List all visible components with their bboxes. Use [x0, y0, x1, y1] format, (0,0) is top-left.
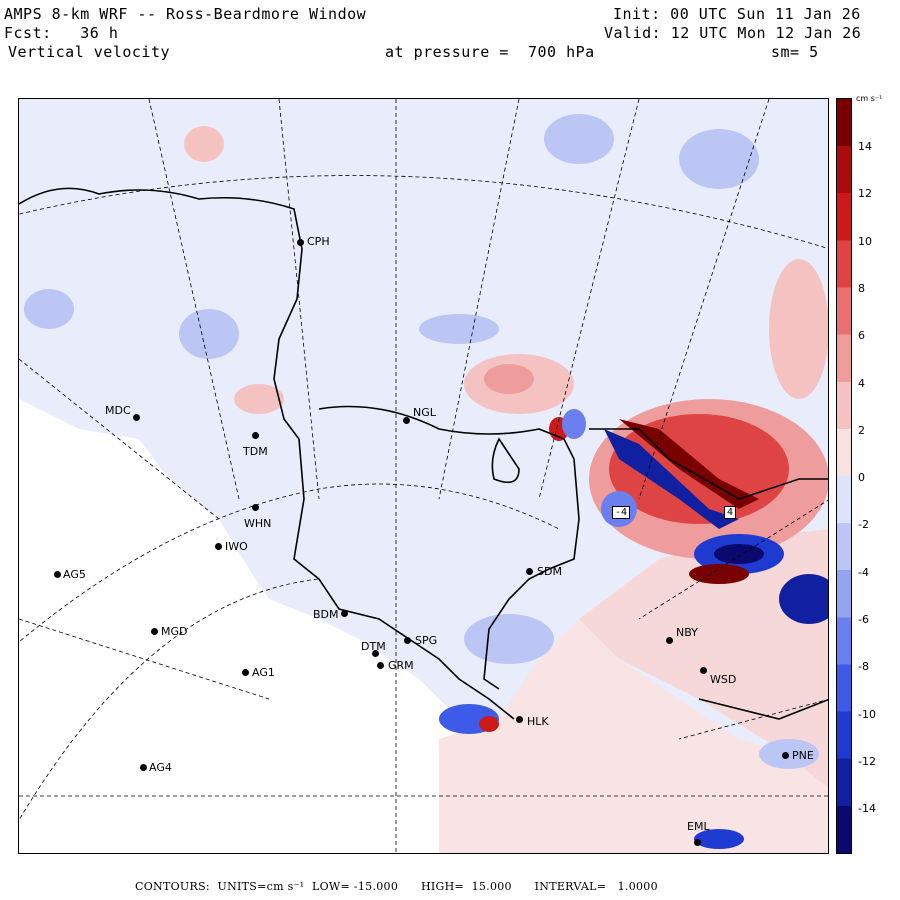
ascent-blob: [769, 259, 828, 399]
station-sdm-label: SDM: [537, 565, 562, 578]
station-mgd-label: MGD: [161, 625, 188, 638]
station-dtm-label: DTM: [361, 640, 386, 653]
ascent-blob: [484, 364, 534, 394]
contour-units: UNITS=cm s⁻¹: [217, 880, 305, 893]
colorbar-tick-label: -6: [858, 613, 869, 626]
station-bdm-label: BDM: [313, 608, 339, 621]
descent-blob: [679, 129, 759, 189]
station-sdm-marker[interactable]: [526, 568, 533, 575]
map-title: AMPS 8-km WRF -- Ross-Beardmore Window: [4, 5, 367, 23]
station-grm-marker[interactable]: [377, 662, 384, 669]
station-dtm-marker[interactable]: [372, 650, 379, 657]
station-ngl-label: NGL: [413, 406, 436, 419]
contours-label: CONTOURS:: [135, 880, 210, 893]
station-whn-marker[interactable]: [252, 504, 259, 511]
station-wsd-marker[interactable]: [700, 667, 707, 674]
contour-interval: INTERVAL= 1.0000: [534, 880, 658, 893]
station-cph-label: CPH: [307, 235, 330, 248]
station-pne-marker[interactable]: [782, 752, 789, 759]
colorbar-tick-label: 14: [858, 140, 872, 153]
descent-core: [779, 574, 828, 624]
ascent-blob: [184, 126, 224, 162]
colorbar-tick-label: -12: [858, 754, 876, 768]
smoothing: sm= 5: [771, 43, 819, 61]
init-time: Init: 00 UTC Sun 11 Jan 26: [613, 5, 861, 23]
colorbar-tick-label: -2: [858, 518, 869, 532]
ascent-core: [689, 564, 749, 584]
map-panel[interactable]: -4 4 CPH NGL MDC TDM WHN IWO AG5 SDM BDM…: [18, 98, 829, 854]
station-grm-label: GRM: [388, 659, 414, 672]
station-cph-marker[interactable]: [297, 239, 304, 246]
map-canvas: [19, 99, 828, 853]
colorbar-tick-label: -4: [858, 565, 869, 579]
forecast-hour: Fcst: 36 h: [4, 24, 119, 42]
station-iwo-label: IWO: [225, 540, 248, 553]
colorbar: [836, 98, 852, 854]
station-mdc-marker[interactable]: [133, 414, 140, 421]
contour-low: LOW= -15.000: [312, 880, 399, 893]
station-eml-marker[interactable]: [694, 839, 701, 846]
station-iwo-marker[interactable]: [215, 543, 222, 550]
station-tdm-label: TDM: [243, 445, 268, 458]
station-spg-marker[interactable]: [404, 637, 411, 644]
colorbar-tick-label: -10: [858, 707, 876, 721]
descent-blob: [419, 314, 499, 344]
contour-label: -4: [612, 506, 631, 519]
station-spg-label: SPG: [415, 634, 438, 647]
descent-core: [562, 409, 586, 439]
coastline: [19, 187, 828, 720]
weak-ascent-region: [439, 619, 828, 853]
descent-core: [694, 829, 744, 849]
station-nby-marker[interactable]: [666, 637, 673, 644]
ascent-band: [619, 419, 759, 509]
station-eml-label: EML: [687, 820, 710, 833]
near-zero-region: [19, 399, 548, 853]
variable-name: Vertical velocity: [8, 43, 171, 61]
station-tdm-marker[interactable]: [252, 432, 259, 439]
contour-high: HIGH= 15.000: [420, 880, 512, 893]
colorbar-tick-label: -14: [858, 802, 876, 816]
station-ag4-marker[interactable]: [140, 764, 147, 771]
station-ag5-label: AG5: [63, 568, 86, 581]
colorbar-tick-label: 2: [858, 423, 865, 437]
station-hlk-label: HLK: [527, 715, 549, 728]
station-whn-label: WHN: [244, 517, 272, 530]
contour-info: CONTOURS: UNITS=cm s⁻¹ LOW= -15.000 HIGH…: [135, 880, 658, 893]
contour-label: 4: [724, 506, 737, 519]
valid-time: Valid: 12 UTC Mon 12 Jan 26: [604, 24, 862, 42]
station-mdc-label: MDC: [105, 404, 131, 417]
colorbar-tick-label: 10: [858, 234, 872, 248]
colorbar-tick-label: 8: [858, 281, 865, 295]
station-nby-label: NBY: [676, 626, 698, 639]
station-ag1-label: AG1: [252, 666, 275, 679]
ascent-blob: [234, 384, 284, 414]
station-ag5-marker[interactable]: [54, 571, 61, 578]
colorbar-tick-label: 4: [858, 376, 865, 390]
colorbar-tick-label: 0: [858, 471, 865, 485]
station-pne-label: PNE: [792, 749, 814, 762]
station-wsd-label: WSD: [710, 673, 737, 686]
descent-band: [604, 429, 739, 529]
station-ag4-label: AG4: [149, 761, 172, 774]
weak-ascent-region-2: [579, 529, 828, 788]
descent-blob: [179, 309, 239, 359]
descent-core: [714, 544, 764, 564]
descent-blob: [544, 114, 614, 164]
colorbar-tick-label: -8: [858, 660, 869, 674]
pressure-level: at pressure = 700 hPa: [385, 43, 595, 61]
station-ngl-marker[interactable]: [403, 417, 410, 424]
colorbar-units: cm s⁻¹: [856, 94, 883, 103]
descent-blob: [759, 739, 819, 769]
colorbar-tick-label: 6: [858, 329, 865, 343]
station-ag1-marker[interactable]: [242, 669, 249, 676]
station-hlk-marker[interactable]: [516, 716, 523, 723]
station-bdm-marker[interactable]: [341, 610, 348, 617]
station-mgd-marker[interactable]: [151, 628, 158, 635]
ascent-core: [479, 716, 499, 732]
colorbar-tick-label: 12: [858, 187, 872, 201]
descent-blob: [24, 289, 74, 329]
descent-blob: [464, 614, 554, 664]
